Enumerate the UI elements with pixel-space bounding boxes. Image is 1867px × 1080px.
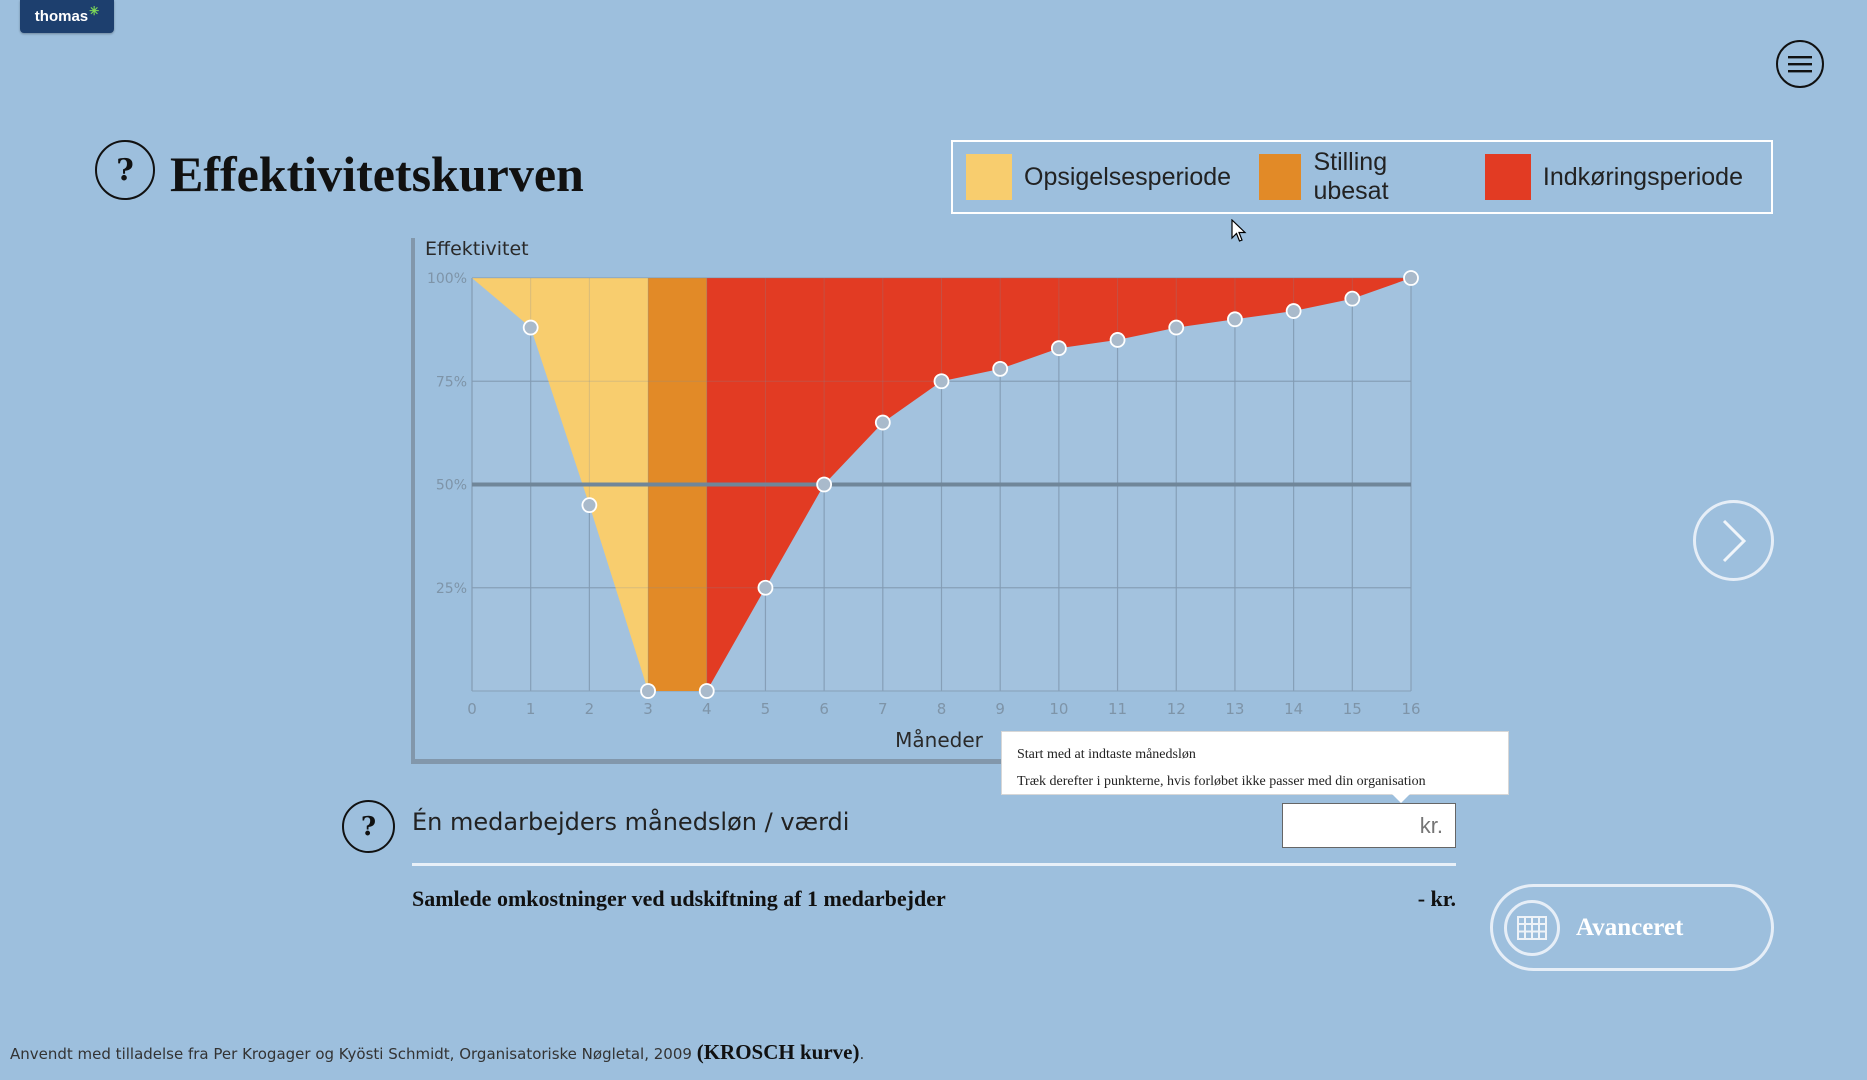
- efficiency-chart[interactable]: Effektivitet Måneder 100%75%50%25%0 1 2 3 4 5…: [411, 238, 1451, 766]
- next-button[interactable]: [1693, 500, 1774, 581]
- period-area: [472, 278, 649, 691]
- data-point[interactable]: [1403, 270, 1419, 286]
- divider: [412, 863, 1456, 866]
- legend-label: Stilling ubesat: [1313, 148, 1389, 205]
- data-point[interactable]: [1050, 340, 1067, 357]
- help-button-salary[interactable]: ?: [342, 800, 395, 853]
- legend-swatch: [966, 154, 1012, 200]
- menu-button[interactable]: [1776, 40, 1824, 88]
- chart-frame-left: [411, 238, 415, 763]
- legend-swatch: [1484, 154, 1531, 200]
- x-tick-label: 15: [1343, 700, 1362, 718]
- data-point[interactable]: [1285, 303, 1302, 319]
- data-point[interactable]: [1227, 311, 1243, 328]
- data-point[interactable]: [698, 683, 715, 699]
- question-mark-icon: ?: [360, 811, 377, 842]
- x-tick-label: 8: [937, 700, 947, 718]
- x-tick-label: 11: [1108, 700, 1127, 718]
- legend-label: Opsigelsesperiode: [1024, 162, 1232, 191]
- x-tick-label: 5: [761, 700, 771, 718]
- tooltip-line-1: Start med at indtaste månedsløn: [1017, 747, 1196, 762]
- sprout-icon: ✳: [89, 3, 100, 18]
- x-tick-label: 4: [702, 700, 712, 718]
- y-tick-label: 100%: [427, 271, 467, 287]
- hint-tooltip: Start med at indtaste månedsløn Træk der…: [1001, 731, 1509, 803]
- data-point[interactable]: [640, 683, 656, 699]
- legend-item-stilling-ubesat: Stilling ubesat: [1259, 148, 1457, 206]
- data-point[interactable]: [1109, 332, 1126, 348]
- page-title: Effektivitetskurven: [170, 146, 584, 202]
- legend-item-opsigelsesperiode: Opsigelsesperiode: [966, 154, 1231, 200]
- x-tick-label: 14: [1284, 700, 1303, 718]
- data-point[interactable]: [1344, 290, 1361, 307]
- advanced-button[interactable]: Avanceret: [1490, 884, 1774, 971]
- total-cost-value: - kr.: [1417, 886, 1456, 911]
- table-icon: [1504, 899, 1560, 956]
- data-point[interactable]: [874, 414, 891, 431]
- x-tick-label: 7: [878, 700, 888, 718]
- mouse-cursor-icon: [1231, 219, 1247, 242]
- data-point[interactable]: [757, 579, 774, 596]
- x-axis-label: Måneder: [895, 728, 983, 752]
- question-mark-icon: ?: [116, 152, 134, 188]
- thomas-logo: thomas ✳: [20, 0, 114, 33]
- y-tick-label: 25%: [436, 581, 467, 597]
- data-point[interactable]: [1168, 319, 1185, 336]
- footer-credit: Anvendt med tilladelse fra Per Krogager …: [10, 1040, 864, 1065]
- x-tick-label: 6: [819, 700, 829, 718]
- x-tick-label: 0: [467, 700, 477, 718]
- y-tick-label: 50%: [436, 478, 467, 494]
- legend-swatch: [1259, 154, 1302, 200]
- salary-input[interactable]: [1282, 803, 1456, 848]
- chart-frame-bottom: [411, 759, 1011, 764]
- x-tick-label: 1: [526, 700, 536, 718]
- help-button-title[interactable]: ?: [95, 140, 155, 200]
- data-point[interactable]: [581, 497, 598, 514]
- hamburger-icon: [1788, 56, 1812, 73]
- chevron-right-icon: [1722, 519, 1746, 562]
- advanced-button-label: Avanceret: [1576, 913, 1684, 941]
- data-point[interactable]: [816, 476, 833, 493]
- total-cost-label: Samlede omkostninger ved udskiftning af …: [412, 886, 946, 911]
- salary-label: Én medarbejders månedsløn / værdi: [412, 808, 850, 836]
- x-tick-label: 13: [1225, 700, 1244, 718]
- y-tick-label: 75%: [436, 374, 467, 390]
- x-tick-label: 12: [1167, 700, 1186, 718]
- x-tick-label: 10: [1049, 700, 1068, 718]
- chart-legend: Opsigelsesperiode Stilling ubesat Indkør…: [951, 140, 1773, 214]
- data-point[interactable]: [992, 360, 1009, 377]
- x-tick-label: 3: [643, 700, 653, 718]
- x-tick-label: 16: [1401, 700, 1420, 718]
- data-point[interactable]: [522, 319, 539, 336]
- footer-end: .: [859, 1045, 865, 1063]
- x-tick-label: 9: [995, 700, 1005, 718]
- footer-highlight: (KROSCH kurve): [696, 1040, 860, 1064]
- y-axis-label: Effektivitet: [425, 238, 529, 260]
- legend-label: Indkøringsperiode: [1542, 162, 1743, 191]
- period-area: [706, 278, 1411, 691]
- tooltip-line-2: Træk derefter i punkterne, hvis forløbet…: [1017, 774, 1426, 789]
- x-tick-label: 2: [585, 700, 595, 718]
- legend-item-indkoringsperiode: Indkøringsperiode: [1484, 154, 1743, 200]
- data-point[interactable]: [933, 373, 950, 390]
- footer-text: Anvendt med tilladelse fra Per Krogager …: [10, 1045, 692, 1063]
